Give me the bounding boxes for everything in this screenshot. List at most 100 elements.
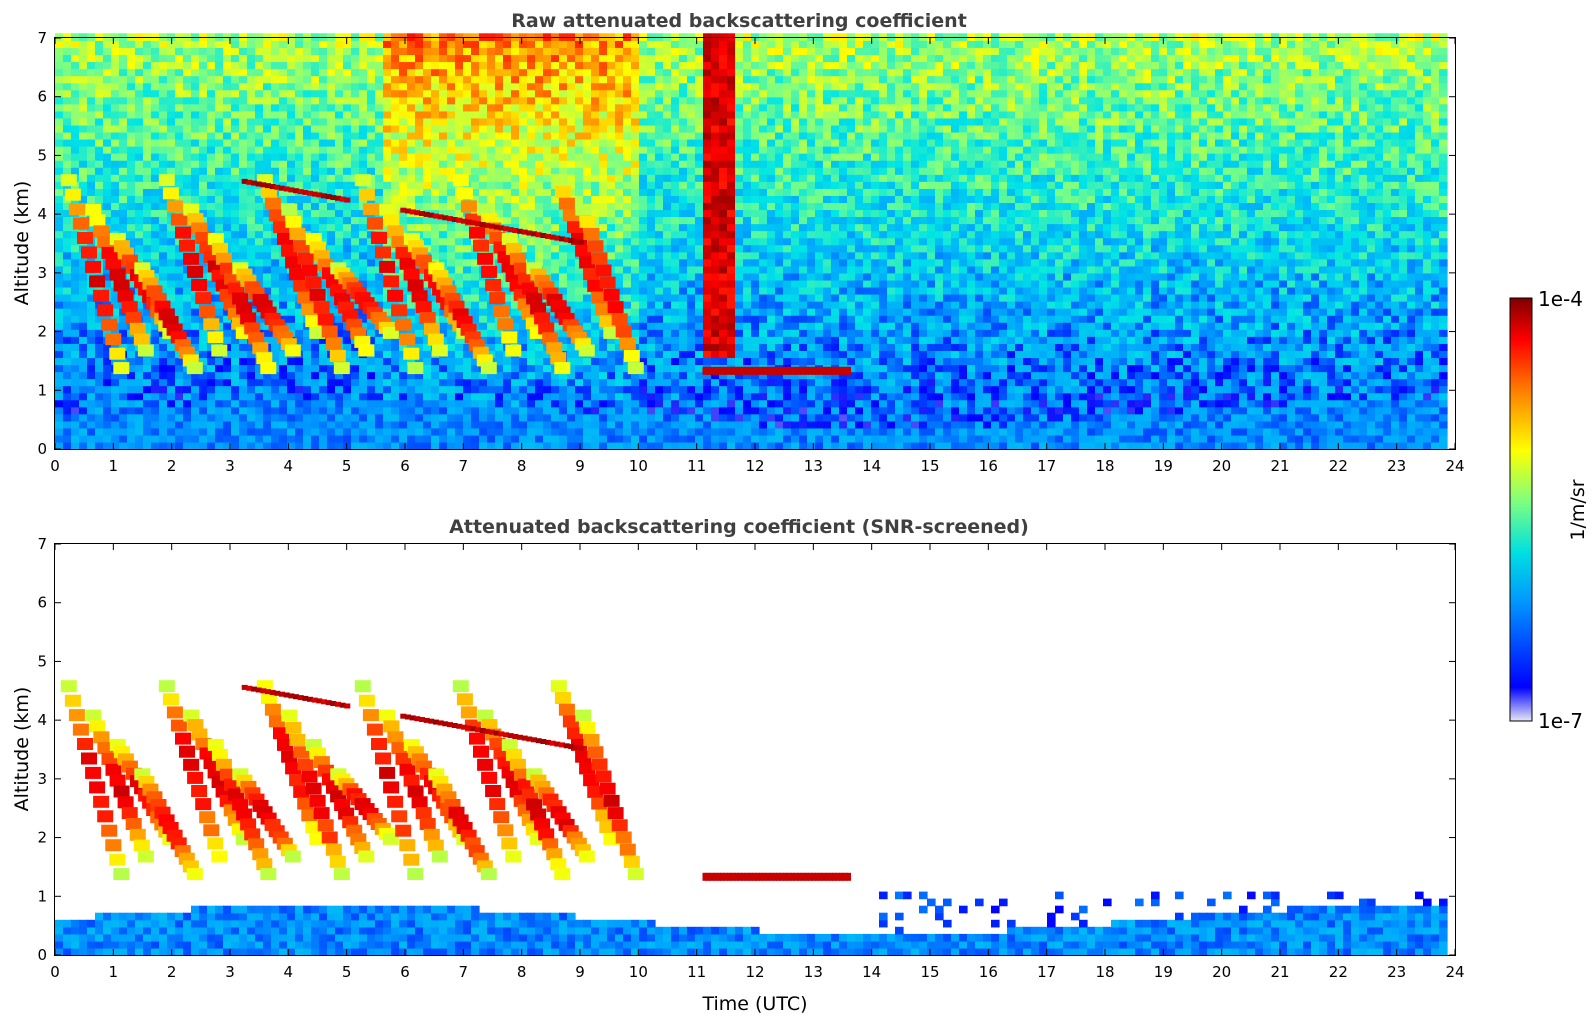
heat-cell [191, 75, 200, 84]
heat-cell [679, 68, 688, 77]
heat-cell [335, 174, 344, 182]
heat-cell [391, 160, 400, 168]
heat-cell [343, 392, 352, 401]
heat-cell [95, 322, 104, 330]
heat-cell [431, 167, 440, 175]
heat-cell [95, 364, 104, 373]
heat-cell [431, 47, 440, 56]
heat-cell [599, 209, 608, 218]
heat-cell [151, 117, 160, 126]
heat-cell [631, 139, 640, 147]
heat-cell [223, 315, 232, 323]
heat-cell [447, 385, 456, 394]
heat-cell [535, 146, 544, 154]
heat-cell [351, 202, 360, 211]
heat-cell [567, 357, 576, 366]
heat-cell [687, 315, 696, 323]
heat-cell [255, 188, 264, 196]
heat-cell [367, 279, 376, 288]
heat-cell [111, 413, 120, 422]
heat-cell [263, 371, 272, 380]
heat-cell [135, 188, 144, 196]
heat-cell [143, 146, 152, 154]
heat-cell [615, 364, 624, 373]
heat-cell [551, 82, 560, 91]
heat-cell [359, 258, 368, 267]
heat-cell [391, 68, 400, 77]
heat-cell [215, 392, 224, 401]
heat-cell [183, 195, 192, 204]
heat-cell [487, 47, 496, 56]
heat-cell [167, 131, 176, 140]
heat-cell [279, 75, 288, 84]
heat-cell [183, 110, 192, 119]
heat-cell [351, 167, 360, 175]
heat-cell [447, 89, 456, 98]
heat-cell [479, 413, 488, 422]
heat-cell [503, 174, 512, 182]
heat-cell [191, 427, 200, 436]
heat-cell [151, 413, 160, 422]
heat-cell [415, 40, 424, 48]
heat-cell [695, 315, 704, 323]
heat-cell [671, 301, 680, 309]
heat-cell [383, 167, 392, 175]
heat-cell [655, 399, 664, 408]
heat-cell [231, 181, 240, 189]
heat-cell [295, 110, 304, 119]
heat-cell [127, 188, 136, 196]
heat-cell [519, 371, 528, 380]
heat-cell [175, 47, 184, 56]
heat-cell [695, 272, 704, 281]
heat-cell [207, 160, 216, 168]
heat-cell [359, 406, 368, 415]
heat-cell [143, 399, 152, 408]
heat-cell [71, 413, 80, 422]
heat-cell [447, 420, 456, 429]
heat-cell [135, 75, 144, 84]
heat-cell [335, 202, 344, 211]
heat-cell [703, 406, 712, 415]
heat-cell [543, 244, 552, 253]
heat-cell [191, 371, 200, 380]
heat-cell [695, 308, 704, 316]
heat-cell [55, 315, 64, 323]
heat-cell [711, 251, 720, 260]
heat-cell [95, 442, 104, 450]
heat-cell [63, 420, 72, 429]
heat-cell [503, 420, 512, 429]
heat-cell [327, 146, 336, 154]
heat-cell [663, 195, 672, 204]
heat-cell [207, 167, 216, 175]
heat-cell [535, 223, 544, 232]
heat-cell [463, 153, 472, 161]
heat-cell [391, 442, 400, 450]
heat-cell [119, 82, 128, 91]
heat-cell [87, 329, 96, 337]
heat-cell [335, 442, 344, 450]
heat-cell [271, 420, 280, 429]
heat-cell [359, 272, 368, 281]
heat-cell [63, 96, 72, 105]
heat-cell [679, 230, 688, 239]
heat-cell [327, 68, 336, 77]
heat-cell [271, 392, 280, 401]
heat-cell [439, 329, 448, 337]
heat-cell [543, 364, 552, 373]
heat-cell [703, 279, 712, 288]
heat-cell [559, 47, 568, 56]
heat-cell [263, 124, 272, 133]
heat-cell [711, 265, 720, 274]
heat-cell [447, 117, 456, 126]
heat-cell [399, 399, 408, 408]
heat-cell [247, 96, 256, 105]
heat-cell [71, 308, 80, 316]
heat-cell [159, 216, 168, 225]
heat-cell [175, 385, 184, 394]
heat-cell [255, 223, 264, 232]
heat-cell [431, 251, 440, 260]
heat-cell [615, 96, 624, 105]
heat-cell [543, 139, 552, 147]
heat-cell [655, 343, 664, 351]
heat-cell [647, 174, 656, 182]
